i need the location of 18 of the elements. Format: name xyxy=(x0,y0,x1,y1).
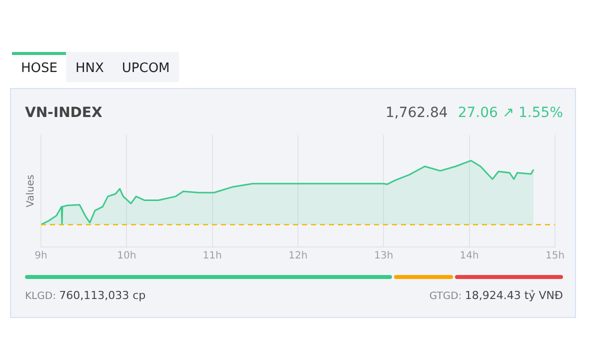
x-tick-label: 14h xyxy=(460,250,479,262)
x-tick-label: 13h xyxy=(374,250,394,262)
text: 1,762.84 xyxy=(385,105,448,121)
text: KLGD: xyxy=(25,291,56,302)
text: HOSE xyxy=(12,52,66,82)
x-tick-label: 15h xyxy=(545,250,565,262)
text: 27.06 ↗ 1.55% xyxy=(458,105,563,121)
x-tick-label: 11h xyxy=(202,250,222,262)
text: 18,924.43 tỷ VNĐ xyxy=(464,289,563,302)
y-axis-title: Values xyxy=(26,174,37,208)
chart-title: VN-INDEX xyxy=(25,105,102,121)
text: 760,113,033 cp xyxy=(59,289,146,302)
x-tick-label: 10h xyxy=(117,250,136,262)
text: GTGD: xyxy=(429,291,462,302)
x-tick-label: 9h xyxy=(34,250,48,262)
x-tick-label: 12h xyxy=(288,250,308,262)
text: UPCOM xyxy=(112,52,179,82)
text: HNX xyxy=(66,52,113,82)
